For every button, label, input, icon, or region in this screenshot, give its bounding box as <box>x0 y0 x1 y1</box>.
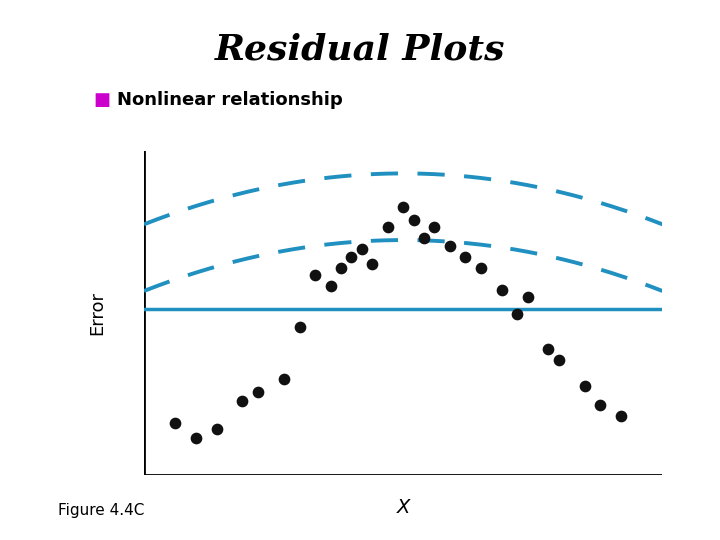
Point <box>336 264 347 272</box>
Point <box>459 252 471 261</box>
Point <box>615 411 626 420</box>
Point <box>595 401 606 409</box>
Point <box>356 245 367 254</box>
Point <box>310 271 321 280</box>
Point <box>169 419 181 428</box>
Text: Nonlinear relationship: Nonlinear relationship <box>117 91 343 109</box>
Text: Error: Error <box>89 291 107 335</box>
Point <box>428 223 440 232</box>
Point <box>325 282 336 291</box>
Point <box>346 252 357 261</box>
Text: Figure 4.4C: Figure 4.4C <box>58 503 144 518</box>
Point <box>522 293 534 302</box>
Text: Residual Plots: Residual Plots <box>215 32 505 66</box>
Point <box>278 375 289 383</box>
Point <box>496 286 508 294</box>
Text: X: X <box>397 498 410 517</box>
Point <box>475 264 487 272</box>
Point <box>382 223 393 232</box>
Text: ■: ■ <box>94 91 111 109</box>
Point <box>190 434 202 442</box>
Point <box>252 388 264 396</box>
Point <box>366 260 378 268</box>
Point <box>444 241 456 250</box>
Point <box>553 356 564 364</box>
Point <box>579 382 590 390</box>
Point <box>543 345 554 354</box>
Point <box>294 323 305 332</box>
Point <box>237 397 248 406</box>
Point <box>408 215 419 224</box>
Point <box>511 310 523 319</box>
Point <box>211 424 222 433</box>
Point <box>397 202 409 211</box>
Point <box>418 234 430 242</box>
